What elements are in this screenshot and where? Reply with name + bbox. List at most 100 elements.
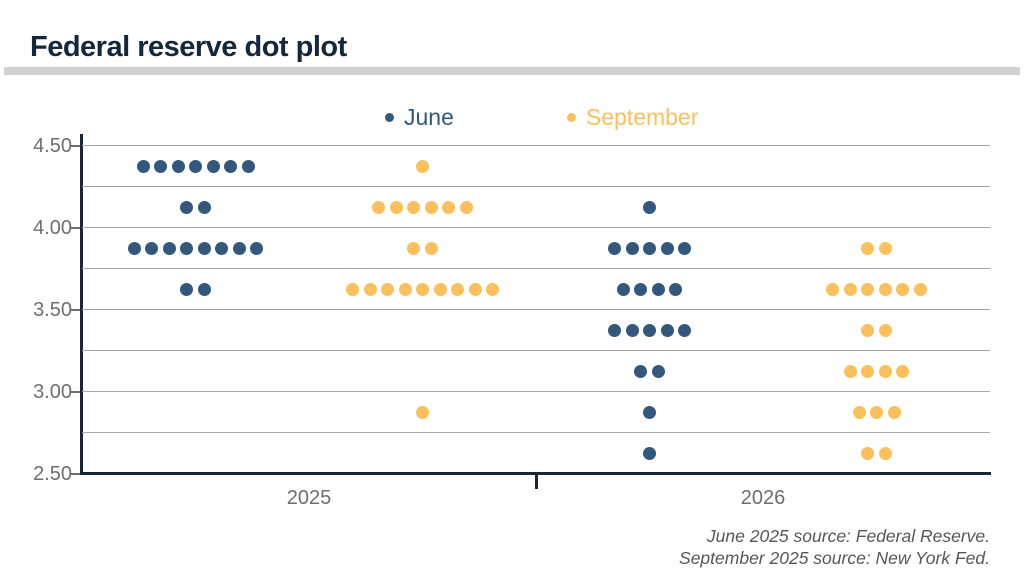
dot-september-2026	[852, 405, 866, 419]
dot-june-2026	[651, 364, 665, 378]
dot-june-2025	[241, 159, 255, 173]
gridline	[82, 144, 990, 147]
dot-june-2026	[608, 241, 621, 255]
dot-september-2026	[870, 405, 883, 419]
dot-june-2025	[180, 241, 194, 255]
dot-september-2025	[381, 282, 394, 296]
x-tick-label-2025: 2025	[286, 487, 332, 509]
dot-june-2025	[197, 282, 211, 296]
dot-june-2025	[154, 159, 167, 173]
dot-september-2025	[416, 405, 429, 419]
y-tick-mark	[71, 308, 80, 311]
dot-june-2026	[643, 323, 656, 337]
dot-june-2025	[162, 241, 176, 255]
dot-september-2026	[861, 364, 875, 378]
dot-september-2025	[407, 241, 421, 255]
chart-title: Federal reserve dot plot	[30, 31, 347, 64]
dot-september-2025	[424, 200, 438, 214]
dot-september-2025	[416, 159, 429, 173]
legend-item-september: September	[566, 104, 699, 131]
dot-june-2025	[224, 159, 237, 173]
dot-june-2025	[232, 241, 246, 255]
dot-september-2026	[878, 323, 892, 337]
gridline	[82, 349, 990, 352]
dot-september-2026	[861, 323, 875, 337]
dot-june-2026	[625, 241, 639, 255]
dot-june-2026	[669, 282, 683, 296]
gridline	[82, 431, 990, 434]
gridline	[82, 390, 990, 393]
legend-item-june: June	[385, 104, 454, 131]
gridline	[82, 226, 990, 229]
dot-june-2026	[643, 446, 656, 460]
dot-september-2026	[843, 282, 857, 296]
x-axis	[80, 472, 991, 475]
dot-september-2026	[861, 282, 875, 296]
dot-june-2026	[660, 323, 674, 337]
dot-june-2026	[643, 241, 656, 255]
dot-september-2025	[486, 282, 499, 296]
dot-september-2026	[826, 282, 840, 296]
dot-september-2026	[878, 241, 892, 255]
dot-september-2025	[468, 282, 482, 296]
dot-june-2025	[180, 200, 194, 214]
y-tick-label: 4.00	[33, 216, 72, 239]
x-tick-label-2026: 2026	[740, 487, 786, 509]
y-tick-mark	[71, 226, 80, 229]
dot-september-2026	[913, 282, 927, 296]
y-tick-mark	[71, 144, 80, 147]
dot-september-2026	[896, 282, 910, 296]
x-divider-tick	[534, 474, 538, 489]
dot-september-2026	[861, 241, 875, 255]
dot-september-2026	[878, 446, 892, 460]
dot-september-2025	[424, 241, 438, 255]
dot-june-2026	[678, 323, 691, 337]
dot-june-2026	[678, 241, 691, 255]
dot-september-2026	[878, 282, 892, 296]
dot-september-2026	[887, 405, 901, 419]
gridline	[82, 185, 990, 188]
y-tick-mark	[71, 472, 80, 475]
dot-june-2026	[634, 282, 648, 296]
dot-september-2025	[346, 282, 359, 296]
dot-june-2025	[197, 241, 211, 255]
dot-september-2025	[433, 282, 447, 296]
dot-june-2026	[625, 323, 639, 337]
dot-june-2026	[608, 323, 621, 337]
gridline	[82, 308, 990, 311]
source-note: June 2025 source: Federal Reserve. Septe…	[679, 525, 990, 569]
dot-june-2025	[127, 241, 141, 255]
dot-june-2026	[643, 200, 656, 214]
y-tick-mark	[71, 390, 80, 393]
september-series-dot-icon	[566, 113, 576, 122]
dot-june-2025	[197, 200, 211, 214]
dot-september-2025	[451, 282, 464, 296]
dot-june-2025	[189, 159, 202, 173]
dot-june-2025	[206, 159, 220, 173]
dot-september-2026	[843, 364, 857, 378]
dot-june-2026	[643, 405, 656, 419]
divider-bar	[4, 67, 1020, 75]
dot-september-2025	[372, 200, 386, 214]
dot-september-2025	[389, 200, 403, 214]
gridline	[82, 267, 990, 270]
legend-label-september: September	[585, 104, 699, 130]
dot-september-2026	[878, 364, 892, 378]
dot-september-2025	[363, 282, 377, 296]
y-tick-label: 2.50	[33, 462, 72, 485]
source-line-june: June 2025 source: Federal Reserve.	[706, 526, 990, 546]
dot-september-2025	[459, 200, 473, 214]
dot-september-2025	[398, 282, 412, 296]
dot-june-2025	[171, 159, 185, 173]
source-line-september: September 2025 source: New York Fed.	[679, 548, 990, 568]
dot-june-2026	[616, 282, 630, 296]
y-tick-label: 3.00	[33, 380, 72, 403]
dot-june-2026	[651, 282, 665, 296]
dot-june-2025	[215, 241, 229, 255]
dot-september-2025	[416, 282, 429, 296]
dot-september-2026	[861, 446, 875, 460]
dot-september-2025	[442, 200, 456, 214]
legend-label-june: June	[404, 104, 454, 130]
dot-june-2026	[660, 241, 674, 255]
